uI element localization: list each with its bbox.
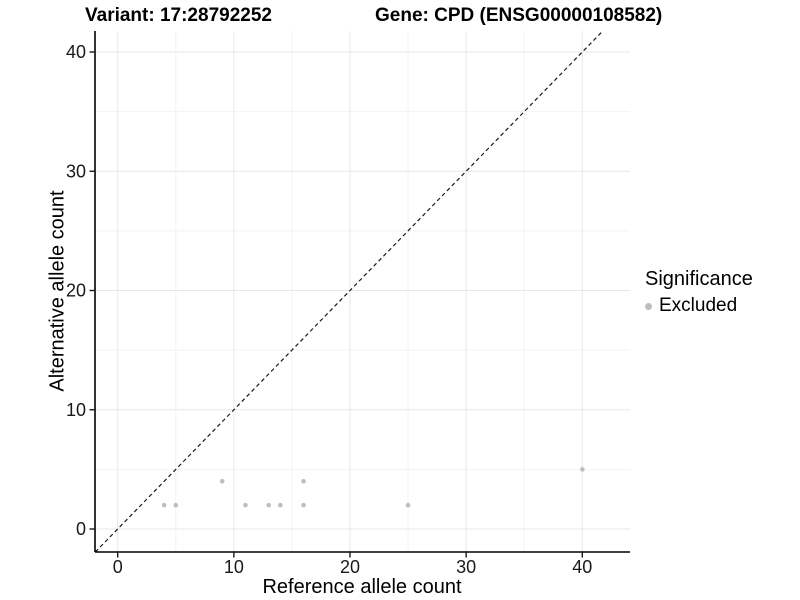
data-point: [301, 479, 306, 484]
x-tick-label: 0: [113, 557, 123, 577]
data-point: [405, 502, 411, 508]
data-point: [266, 502, 271, 508]
data-point: [173, 502, 179, 508]
data-point: [580, 467, 585, 472]
identity-dashed-line: [94, 30, 604, 553]
data-point: [161, 502, 167, 508]
plot-title-variant: Variant: 17:28792252: [85, 5, 272, 26]
data-point: [301, 502, 306, 508]
data-point: [219, 479, 225, 484]
y-tick-label: 40: [66, 42, 86, 62]
y-tick-label: 20: [66, 281, 86, 301]
legend-marker-dot: [645, 302, 652, 310]
legend-title: Significance: [645, 268, 753, 290]
y-axis-title: Alternative allele count: [46, 190, 69, 392]
x-tick-label: 20: [340, 557, 360, 577]
y-tick-label: 10: [66, 400, 86, 420]
legend-item-excluded: Excluded: [645, 295, 753, 317]
x-tick-label: 40: [572, 557, 592, 577]
x-tick-label: 10: [224, 557, 244, 577]
data-point: [243, 502, 248, 508]
y-tick-label: 30: [66, 161, 86, 181]
legend: Significance Excluded: [645, 268, 753, 317]
data-point: [278, 502, 283, 508]
y-tick-label: 0: [76, 519, 86, 539]
plot-title-gene: Gene: CPD (ENSG00000108582): [375, 5, 663, 26]
legend-item-label: Excluded: [659, 295, 738, 316]
x-tick-label: 30: [456, 557, 476, 577]
x-axis-title: Reference allele count: [262, 576, 462, 598]
